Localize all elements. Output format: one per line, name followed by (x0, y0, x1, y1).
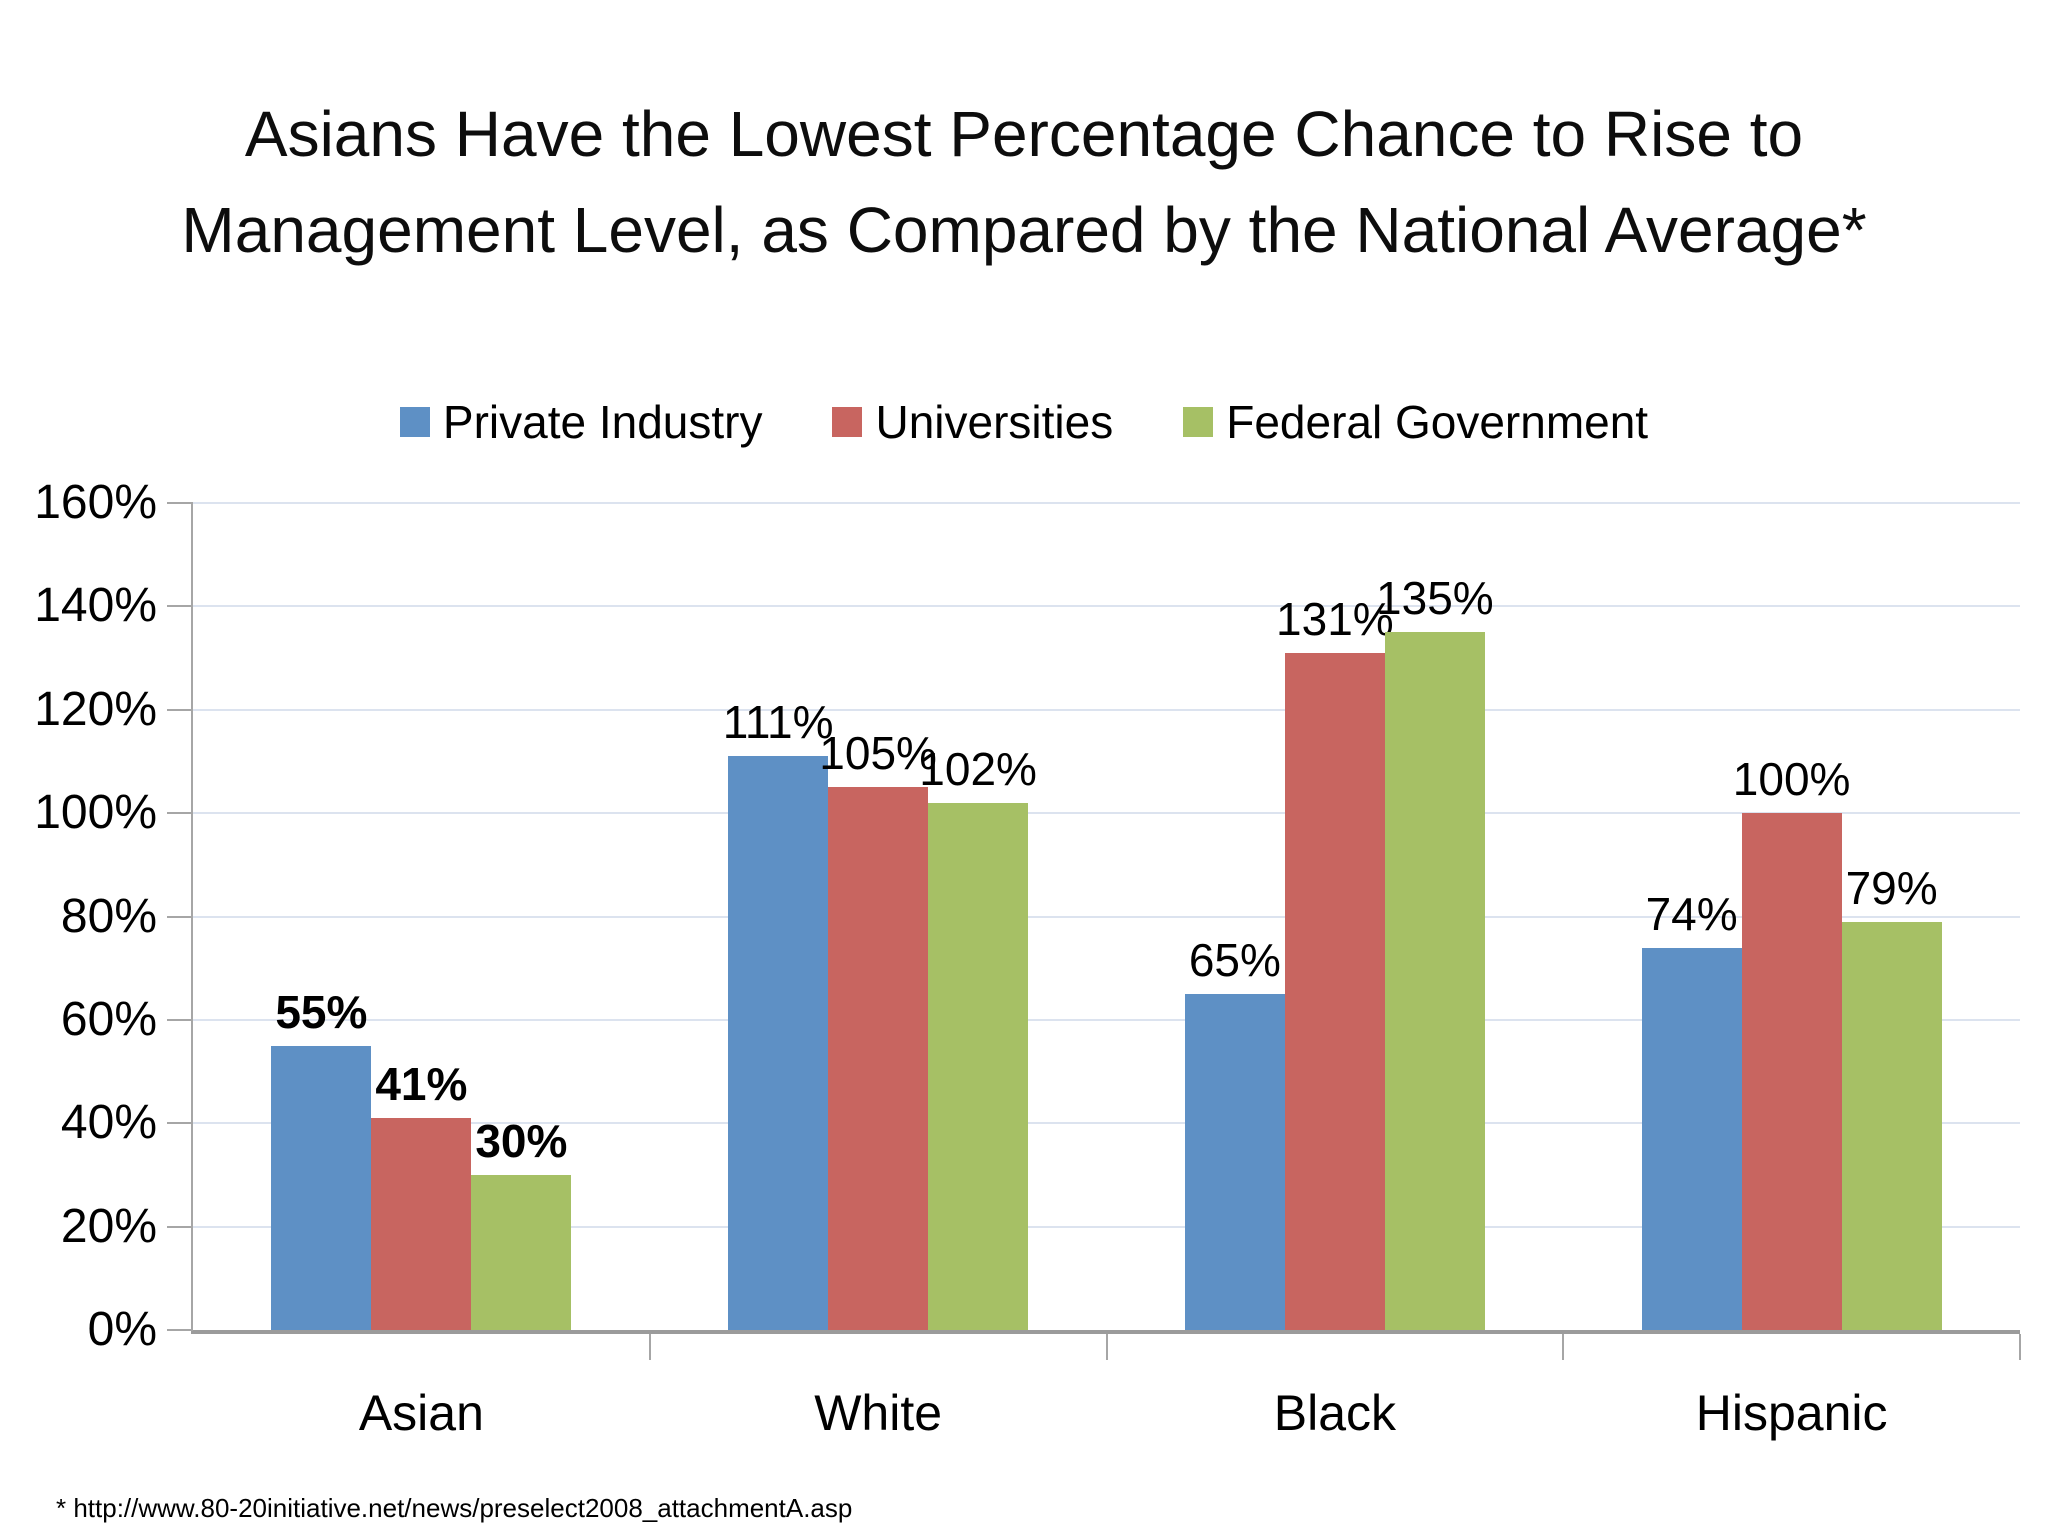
y-axis-line (191, 503, 193, 1334)
bar-value-label: 131% (1276, 592, 1394, 645)
bar-value-label: 111% (722, 696, 834, 749)
bar: 30% (471, 1117, 572, 1330)
bar: 105% (819, 729, 937, 1330)
chart-title: Asians Have the Lowest Percentage Chance… (181, 98, 1867, 266)
bar-value-label: 55% (275, 985, 368, 1038)
bar-value-label: 65% (1188, 934, 1281, 987)
bar-group: 55% 41% 30% (193, 503, 650, 1330)
gridline (193, 1225, 2020, 1228)
bar-value-label: 79% (1845, 861, 1938, 914)
y-axis-tick-label: 120% (34, 682, 157, 736)
legend-swatch (832, 407, 863, 437)
y-axis-tick (167, 708, 193, 711)
category-label: White (814, 1385, 943, 1441)
y-axis-tick (167, 502, 193, 504)
x-axis-tick (648, 1334, 651, 1360)
bar-group: 74% 100% 79% (1563, 503, 2020, 1330)
x-axis-tick (1562, 1334, 1565, 1360)
category-label: Black (1273, 1385, 1396, 1441)
legend: Private Industry Universities Federal Gove… (0, 398, 2048, 446)
gridline (193, 812, 2020, 815)
bar: 79% (1841, 864, 1942, 1330)
legend-item: Universities (832, 398, 1113, 446)
bar: 65% (1184, 936, 1285, 1330)
gridline (193, 502, 2020, 504)
bar-value-label: 102% (919, 742, 1037, 795)
gridline (193, 708, 2020, 711)
legend-swatch (399, 407, 430, 437)
y-axis-tick (167, 1122, 193, 1125)
bar-value-label: 41% (375, 1058, 468, 1111)
y-axis-tick (167, 605, 193, 608)
y-axis-tick (167, 812, 193, 815)
category-axis-labels: Asian White Black Hispanic (193, 1386, 2020, 1446)
bar-group: 65% 131% 135% (1107, 503, 1564, 1330)
y-axis-tick (167, 1225, 193, 1228)
bar-value-label: 74% (1645, 887, 1738, 940)
bar-value-label: 100% (1732, 753, 1851, 806)
y-axis-tick-label: 20% (60, 1199, 157, 1253)
y-axis-tick (167, 1329, 193, 1331)
category-label: Asian (358, 1385, 484, 1441)
legend-item: Federal Government (1183, 398, 1648, 446)
category-label: Hispanic (1695, 1385, 1888, 1441)
bar: 41% (371, 1060, 472, 1330)
bar-group: 111% 105% 102% (650, 503, 1107, 1330)
gridline (193, 605, 2020, 608)
y-axis-tick-label: 80% (60, 889, 157, 943)
legend-label: Private Industry (442, 396, 763, 448)
bar-value-label: 105% (819, 727, 937, 780)
y-axis-tick-label: 160% (34, 476, 157, 529)
y-axis-tick-label: 40% (60, 1096, 157, 1150)
bar: 111% (723, 698, 834, 1330)
y-axis-tick-label: 0% (87, 1303, 157, 1356)
y-axis-tick (167, 915, 193, 918)
plot-area: 0% 20% 40% 60% 80% 100% 120% 140% 160% 55% 41% 30% 1… (34, 478, 2021, 1360)
legend-label: Federal Government (1226, 396, 1649, 448)
x-axis-tick (1105, 1334, 1108, 1360)
gridline (193, 1122, 2020, 1125)
y-axis-tick-label: 140% (34, 579, 157, 633)
x-axis-tick (2019, 1334, 2021, 1360)
footnote-source: * http://www.80-20initiative.net/news/pr… (56, 1493, 853, 1523)
x-axis-line (191, 1330, 2020, 1334)
bar: 102% (919, 745, 1037, 1330)
bar: 135% (1376, 574, 1494, 1330)
legend-swatch (1183, 407, 1214, 437)
bar-value-label: 135% (1376, 572, 1494, 625)
legend-item: Private Industry (399, 396, 763, 448)
gridline (193, 915, 2020, 918)
bar: 74% (1641, 890, 1742, 1330)
bar-value-label: 30% (475, 1114, 568, 1167)
legend-label: Universities (875, 396, 1114, 448)
y-axis-tick-label: 100% (34, 786, 157, 840)
bar: 55% (271, 988, 372, 1330)
y-axis-tick (167, 1018, 193, 1021)
bar: 100% (1733, 755, 1850, 1330)
y-axis-tick-label: 60% (60, 992, 157, 1046)
gridline (193, 1018, 2020, 1021)
bar: 131% (1276, 595, 1394, 1330)
